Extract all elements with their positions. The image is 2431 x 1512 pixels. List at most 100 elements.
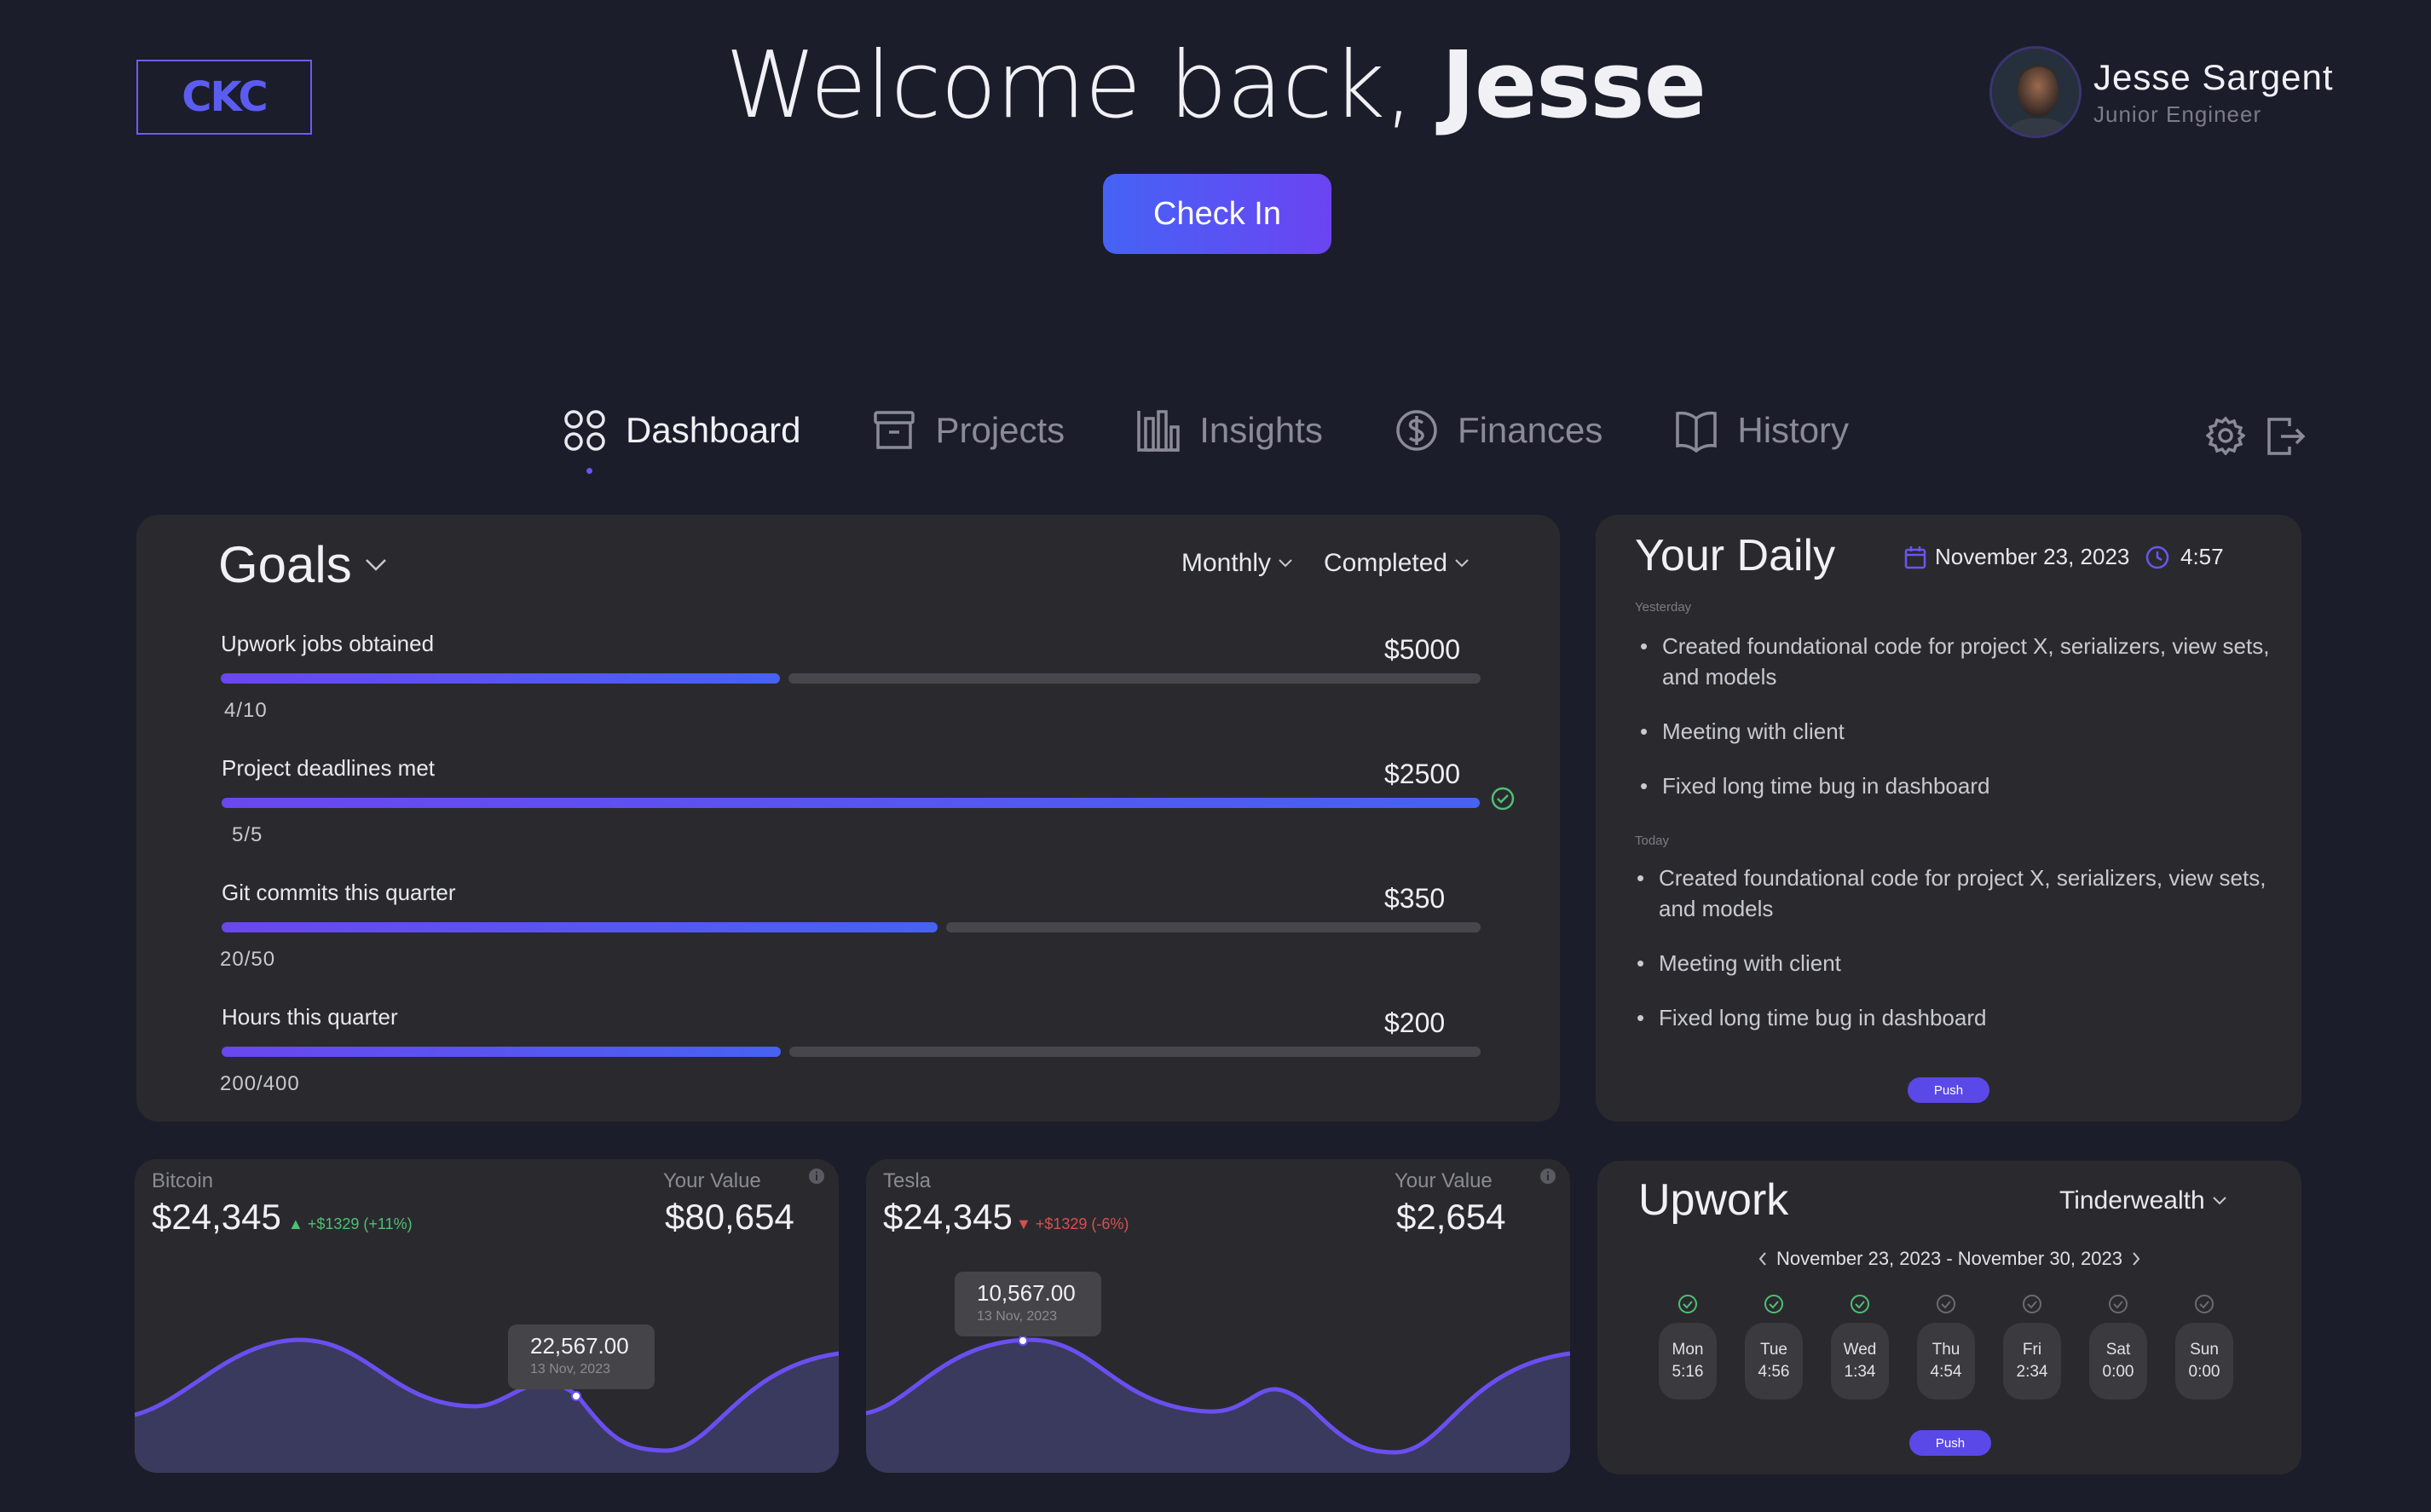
goal-count: 200/400 bbox=[220, 1072, 300, 1095]
calendar-icon bbox=[1904, 545, 1926, 568]
chevron-down-icon bbox=[2212, 1197, 2226, 1205]
goals-title-dropdown[interactable]: Goals bbox=[218, 535, 388, 594]
check-circle-icon bbox=[1937, 1295, 1955, 1313]
goal-count: 20/50 bbox=[220, 948, 276, 971]
stock-card-bitcoin[interactable]: Bitcoin $24,345 ▲ +$1329 (+11%) Your Val… bbox=[135, 1159, 839, 1473]
active-indicator bbox=[586, 468, 592, 474]
info-icon[interactable] bbox=[808, 1168, 825, 1185]
day-pill-sat[interactable]: Sat 0:00 bbox=[2089, 1323, 2147, 1399]
day-column: Thu 4:54 bbox=[1917, 1294, 1975, 1399]
list-item: Created foundational code for project X,… bbox=[1637, 863, 2276, 924]
day-column: Sat 0:00 bbox=[2089, 1294, 2147, 1399]
daily-date-text: November 23, 2023 bbox=[1935, 544, 2130, 569]
chevron-right-icon[interactable] bbox=[2131, 1251, 2141, 1267]
daily-push-button[interactable]: Push bbox=[1908, 1077, 1989, 1103]
user-profile[interactable]: Jesse Sargent Junior Engineer bbox=[1989, 46, 2334, 138]
day-column: Fri 2:34 bbox=[2003, 1294, 2061, 1399]
upwork-title: Upwork bbox=[1638, 1175, 1789, 1225]
your-value-label: Your Value bbox=[663, 1169, 761, 1192]
goal-label: Project deadlines met bbox=[222, 755, 436, 781]
day-pill-thu[interactable]: Thu 4:54 bbox=[1917, 1323, 1975, 1399]
tooltip-date: 13 Nov, 2023 bbox=[977, 1309, 1057, 1324]
stock-name: Tesla bbox=[883, 1169, 932, 1192]
stock-price: $24,345 bbox=[883, 1197, 1013, 1237]
day-hours: 0:00 bbox=[2102, 1363, 2134, 1381]
goal-amount: $2500 bbox=[1384, 759, 1460, 789]
list-item: Created foundational code for project X,… bbox=[1640, 631, 2276, 692]
status-dropdown[interactable]: Completed bbox=[1324, 549, 1470, 578]
clock-icon bbox=[2145, 545, 2169, 568]
welcome-heading: Welcome back, Jesse bbox=[0, 32, 2431, 139]
nav-finances[interactable]: Finances bbox=[1395, 408, 1602, 453]
goal-amount: $350 bbox=[1384, 883, 1446, 914]
check-in-button[interactable]: Check In bbox=[1103, 174, 1331, 254]
price-area-chart bbox=[866, 1336, 1570, 1473]
period-value: Monthly bbox=[1181, 549, 1272, 577]
avatar[interactable] bbox=[1989, 46, 2082, 138]
list-item: Meeting with client bbox=[1640, 716, 2276, 747]
check-circle-icon bbox=[1678, 1295, 1697, 1313]
period-dropdown[interactable]: Monthly bbox=[1181, 549, 1293, 578]
nav-insights[interactable]: Insights bbox=[1136, 408, 1323, 453]
weekday-list: Mon 5:16 Tue 4:56 Wed 1:34 Thu 4:54 Fri 2:34 … bbox=[1659, 1294, 2233, 1399]
stock-delta: ▲ +$1329 (+11%) bbox=[288, 1215, 413, 1232]
nav-finances-label: Finances bbox=[1457, 410, 1603, 450]
goal-count: 4/10 bbox=[224, 699, 268, 722]
goal-label: Upwork jobs obtained bbox=[221, 631, 435, 656]
day-column: Sun 0:00 bbox=[2175, 1294, 2233, 1399]
account-dropdown[interactable]: Tinderwealth bbox=[2059, 1186, 2227, 1215]
goal-label: Git commits this quarter bbox=[222, 880, 456, 905]
daily-title: Your Daily bbox=[1635, 531, 1836, 580]
goal-progress-track bbox=[789, 1047, 1481, 1057]
yesterday-list: Created foundational code for project X,… bbox=[1637, 631, 2276, 825]
status-value: Completed bbox=[1324, 549, 1448, 577]
list-item: Fixed long time bug in dashboard bbox=[1637, 1002, 2276, 1033]
day-label: Fri bbox=[2022, 1341, 2042, 1359]
grid-circles-icon bbox=[564, 410, 605, 451]
nav-history[interactable]: History bbox=[1674, 408, 1849, 453]
goal-amount: $200 bbox=[1384, 1007, 1446, 1038]
day-label: Wed bbox=[1843, 1341, 1877, 1359]
info-icon[interactable] bbox=[1539, 1168, 1556, 1185]
chevron-down-icon bbox=[365, 558, 386, 571]
chevron-left-icon[interactable] bbox=[1758, 1251, 1768, 1267]
logout-icon[interactable] bbox=[2266, 416, 2307, 457]
upwork-panel: Upwork Tinderwealth November 23, 2023 - … bbox=[1597, 1161, 2301, 1474]
chart-tooltip: 22,567.00 13 Nov, 2023 bbox=[508, 1324, 655, 1389]
day-hours: 2:34 bbox=[2016, 1363, 2048, 1381]
day-hours: 4:54 bbox=[1930, 1363, 1962, 1381]
day-pill-fri[interactable]: Fri 2:34 bbox=[2003, 1323, 2061, 1399]
day-pill-mon[interactable]: Mon 5:16 bbox=[1659, 1323, 1717, 1399]
stock-name: Bitcoin bbox=[152, 1169, 214, 1192]
day-hours: 5:16 bbox=[1672, 1363, 1704, 1381]
dollar-circle-icon bbox=[1396, 410, 1437, 451]
nav-dashboard[interactable]: Dashboard bbox=[563, 408, 800, 474]
day-column: Wed 1:34 bbox=[1831, 1294, 1889, 1399]
day-label: Sat bbox=[2105, 1341, 2131, 1359]
gear-icon[interactable] bbox=[2206, 416, 2245, 455]
chart-tooltip: 10,567.00 13 Nov, 2023 bbox=[955, 1272, 1101, 1336]
day-label: Tue bbox=[1759, 1341, 1788, 1359]
today-label: Today bbox=[1635, 834, 1670, 848]
main-nav: Dashboard Projects Insights Finances His… bbox=[563, 401, 1920, 474]
nav-history-label: History bbox=[1737, 410, 1850, 450]
day-pill-sun[interactable]: Sun 0:00 bbox=[2175, 1323, 2233, 1399]
welcome-prefix: Welcome back, bbox=[725, 32, 1441, 139]
day-pill-tue[interactable]: Tue 4:56 bbox=[1745, 1323, 1803, 1399]
logo[interactable]: CKC bbox=[136, 60, 312, 135]
bar-chart-icon bbox=[1137, 410, 1180, 452]
stock-delta: ▼ +$1329 (-6%) bbox=[1016, 1215, 1129, 1232]
goal-progress-fill bbox=[222, 922, 938, 932]
daily-time: 4:57 bbox=[2145, 544, 2224, 570]
archive-icon bbox=[874, 411, 915, 449]
stock-card-tesla[interactable]: Tesla $24,345 ▼ +$1329 (-6%) Your Value … bbox=[866, 1159, 1570, 1473]
tooltip-value: 22,567.00 bbox=[530, 1333, 629, 1359]
day-pill-wed[interactable]: Wed 1:34 bbox=[1831, 1323, 1889, 1399]
nav-projects[interactable]: Projects bbox=[872, 408, 1065, 453]
day-label: Thu bbox=[1932, 1341, 1960, 1359]
check-circle-icon bbox=[2109, 1295, 2128, 1313]
goal-amount: $5000 bbox=[1384, 634, 1460, 665]
day-column: Mon 5:16 bbox=[1659, 1294, 1717, 1399]
nav-insights-label: Insights bbox=[1199, 410, 1323, 450]
upwork-push-button[interactable]: Push bbox=[1909, 1430, 1991, 1456]
